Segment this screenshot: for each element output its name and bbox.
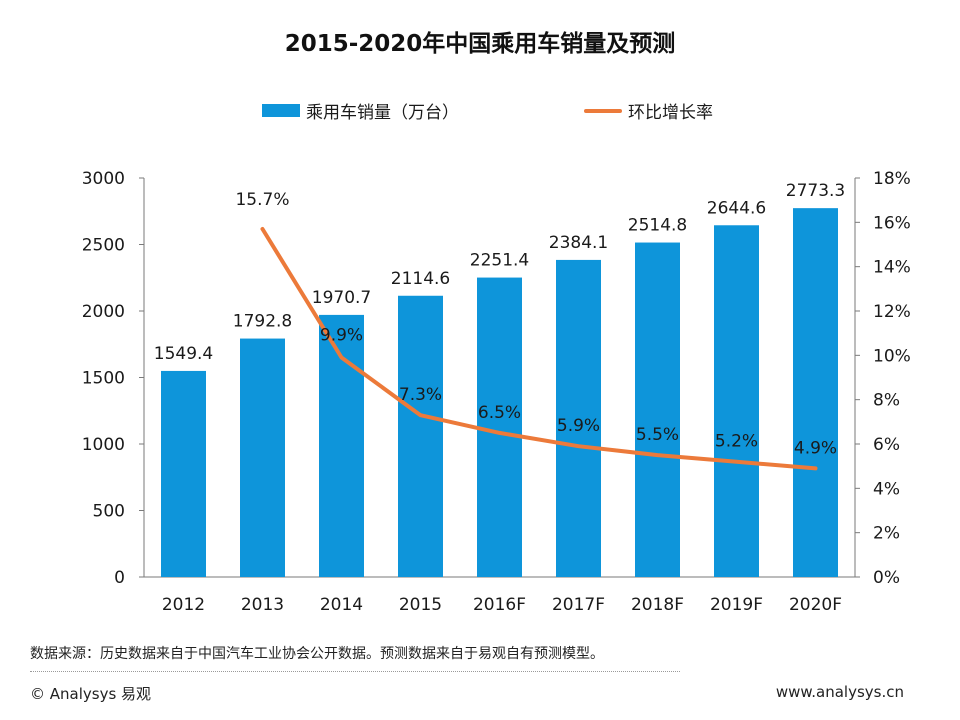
footer-divider (30, 671, 680, 672)
y-left-tick-label: 2500 (82, 236, 125, 256)
bar-value-label: 1549.4 (154, 344, 213, 364)
y-right-tick-label: 2% (873, 524, 900, 544)
y-left-tick-label: 500 (93, 502, 125, 522)
chart-legend: 乘用车销量（万台） 环比增长率 (0, 98, 960, 128)
x-tick-label: 2016F (473, 595, 526, 615)
bar (161, 370, 206, 577)
x-tick-label: 2013 (241, 595, 284, 615)
bar (793, 208, 838, 577)
y-right-tick-label: 12% (873, 302, 911, 322)
y-right-tick-label: 16% (873, 213, 911, 233)
bar (556, 259, 601, 577)
y-left-tick-label: 3000 (82, 169, 125, 189)
y-right-tick-label: 18% (873, 169, 911, 189)
line-value-label: 5.9% (557, 416, 600, 436)
line-value-label: 7.3% (399, 385, 442, 405)
bar-value-label: 1970.7 (312, 288, 371, 308)
legend-swatch-line (584, 108, 622, 113)
y-right-tick-label: 8% (873, 391, 900, 411)
x-tick-label: 2020F (789, 595, 842, 615)
footer-url[interactable]: www.analysys.cn (775, 683, 904, 701)
y-right-tick-label: 0% (873, 568, 900, 588)
line-value-label: 6.5% (478, 403, 521, 423)
bar (714, 225, 759, 578)
line-value-label: 15.7% (235, 190, 289, 210)
chart-plot-area: 0 500 1000 1500 2000 2500 3000 0% 2% 4% 6% 8% 10% 12%… (82, 169, 911, 615)
line-value-label: 9.9% (320, 326, 363, 346)
bar (635, 242, 680, 577)
y-right-tick-label: 14% (873, 258, 911, 278)
bar-value-label: 2644.6 (707, 198, 766, 218)
line-value-label: 5.2% (715, 432, 758, 452)
legend-label-growth: 环比增长率 (628, 103, 713, 123)
bar (398, 295, 443, 577)
x-tick-label: 2014 (320, 595, 363, 615)
x-tick-label: 2018F (631, 595, 684, 615)
growth-rate-line (260, 227, 818, 471)
x-tick-label: 2017F (552, 595, 605, 615)
chart-title: 2015-2020年中国乘用车销量及预测 (284, 31, 676, 57)
bar-value-label: 2251.4 (470, 251, 529, 271)
line-value-label: 4.9% (794, 438, 837, 458)
legend-swatch-bar (262, 104, 300, 117)
y-right-tick-label: 10% (873, 346, 911, 366)
bar-value-label: 2773.3 (786, 181, 845, 201)
x-tick-label: 2019F (710, 595, 763, 615)
legend-item-sales: 乘用车销量（万台） (262, 98, 459, 123)
y-left-tick-label: 1000 (82, 435, 125, 455)
y-right-tick-label: 4% (873, 479, 900, 499)
bar-value-label: 1792.8 (233, 312, 292, 332)
y-right-tick-label: 6% (873, 435, 900, 455)
legend-item-growth: 环比增长率 (584, 98, 713, 123)
legend-label-sales: 乘用车销量（万台） (306, 103, 459, 123)
bar-value-label: 2114.6 (391, 269, 450, 289)
y-left-tick-label: 1500 (82, 369, 125, 389)
bar (240, 338, 285, 577)
y-left-tick-label: 2000 (82, 302, 125, 322)
footer-copyright: © Analysys 易观 (30, 685, 152, 703)
bar (477, 277, 522, 577)
x-tick-label: 2015 (399, 595, 442, 615)
source-note: 数据来源：历史数据来自于中国汽车工业协会公开数据。预测数据来自于易观自有预测模型… (30, 646, 604, 662)
bar-value-label: 2514.8 (628, 216, 687, 236)
line-value-label: 5.5% (636, 425, 679, 445)
y-left-tick-label: 0 (114, 568, 125, 588)
bar-value-label: 2384.1 (549, 233, 608, 253)
x-tick-label: 2012 (162, 595, 205, 615)
